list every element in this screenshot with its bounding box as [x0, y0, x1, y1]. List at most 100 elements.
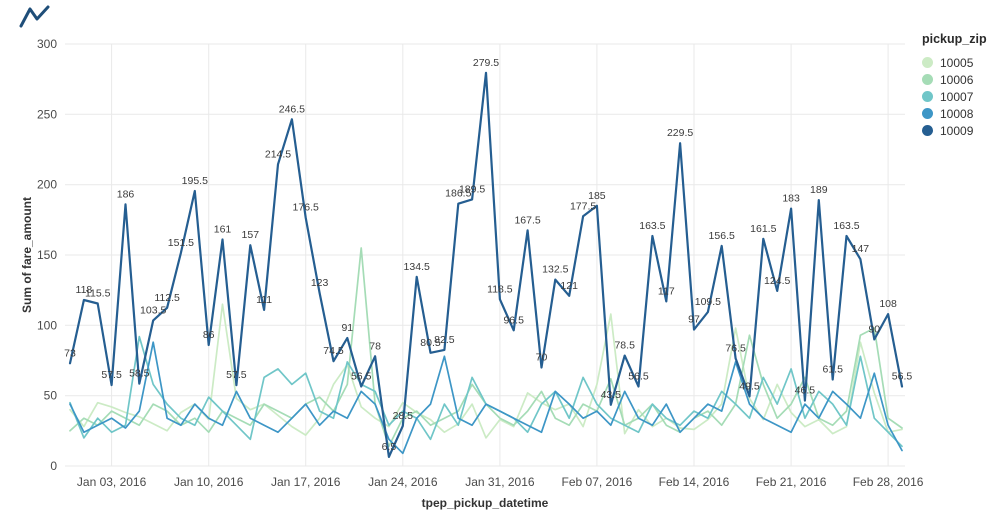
- x-tick-label: Feb 07, 2016: [562, 475, 633, 489]
- x-tick-label: Jan 31, 2016: [465, 475, 535, 489]
- legend-swatch-icon: [922, 108, 933, 119]
- point-label: 246.5: [279, 103, 305, 115]
- legend-label: 10005: [940, 55, 974, 70]
- point-label: 195.5: [182, 175, 208, 187]
- point-label: 132.5: [542, 264, 568, 276]
- point-label: 70: [536, 352, 548, 364]
- point-label: 82.5: [434, 334, 455, 346]
- point-label: 279.5: [473, 57, 499, 69]
- legend-item-10007[interactable]: 10007: [922, 88, 987, 105]
- point-label: 229.5: [667, 127, 693, 139]
- legend-item-10005[interactable]: 10005: [922, 54, 987, 71]
- series-line-10007[interactable]: [69, 335, 903, 448]
- x-tick-label: Feb 14, 2016: [659, 475, 730, 489]
- y-tick-label: 250: [37, 107, 57, 121]
- point-label: 56.5: [892, 371, 913, 383]
- legend-item-10009[interactable]: 10009: [922, 122, 987, 139]
- point-label: 118.5: [487, 283, 513, 295]
- point-label: 73: [64, 347, 76, 359]
- point-label: 189.5: [459, 183, 485, 195]
- point-label: 156.5: [709, 230, 735, 242]
- legend-swatch-icon: [922, 91, 933, 102]
- point-label: 109.5: [695, 296, 721, 308]
- point-label: 161: [214, 224, 232, 236]
- point-label: 76.5: [725, 342, 746, 354]
- point-label: 28.5: [393, 410, 414, 422]
- point-label: 57.5: [101, 369, 122, 381]
- y-tick-label: 0: [50, 459, 57, 473]
- x-tick-label: Jan 03, 2016: [77, 475, 147, 489]
- point-label: 163.5: [639, 220, 665, 232]
- point-label: 108: [879, 298, 897, 310]
- x-tick-label: Jan 17, 2016: [271, 475, 341, 489]
- y-tick-label: 200: [37, 178, 57, 192]
- point-label: 58.5: [129, 368, 150, 380]
- point-label: 134.5: [404, 261, 430, 273]
- point-label: 112.5: [154, 292, 180, 304]
- point-label: 186: [117, 188, 135, 200]
- point-label: 96.5: [503, 314, 524, 326]
- point-label: 167.5: [514, 214, 540, 226]
- y-tick-label: 100: [37, 318, 57, 332]
- point-label: 56.5: [351, 371, 372, 383]
- legend-swatch-icon: [922, 57, 933, 68]
- point-label: 185: [588, 190, 606, 202]
- series-line-10009[interactable]: [68, 71, 904, 458]
- point-label: 56.5: [628, 371, 649, 383]
- point-label: 74.5: [323, 345, 344, 357]
- point-label: 111: [256, 294, 272, 306]
- point-label: 186.5: [445, 188, 471, 200]
- point-label: 78: [369, 340, 381, 352]
- point-label: 115.5: [85, 288, 111, 300]
- legend-swatch-icon: [922, 74, 933, 85]
- point-label: 121: [560, 280, 578, 292]
- point-label: 78.5: [614, 340, 635, 352]
- point-label: 57.5: [226, 369, 247, 381]
- point-label: 6.5: [382, 441, 397, 453]
- point-label: 189: [810, 184, 828, 196]
- point-label: 151.5: [168, 237, 194, 249]
- legend-item-10008[interactable]: 10008: [922, 105, 987, 122]
- series-line-10005[interactable]: [69, 303, 903, 439]
- legend-label: 10006: [940, 72, 974, 87]
- point-label: 157: [242, 229, 260, 241]
- point-label: 49.5: [739, 380, 760, 392]
- point-label: 103.5: [140, 304, 166, 316]
- point-label: 147: [852, 243, 870, 255]
- series-line-10008[interactable]: [69, 341, 903, 455]
- legend-title: pickup_zip: [922, 32, 987, 46]
- point-label: 214.5: [265, 148, 291, 160]
- point-label: 163.5: [833, 220, 859, 232]
- point-label: 161.5: [750, 223, 776, 235]
- point-label: 124.5: [764, 275, 790, 287]
- legend-label: 10007: [940, 89, 974, 104]
- legend-items: 10005 10006 10007 10008 10009: [922, 54, 987, 139]
- y-tick-label: 150: [37, 248, 57, 262]
- x-tick-label: Feb 28, 2016: [853, 475, 924, 489]
- point-label: 46.5: [795, 385, 816, 397]
- legend-label: 10009: [940, 123, 974, 138]
- point-label: 90: [868, 323, 880, 335]
- x-tick-label: Jan 10, 2016: [174, 475, 244, 489]
- mini-line-glyph: [19, 5, 50, 28]
- point-label: 117: [658, 285, 675, 297]
- y-axis-title: Sum of fare_amount: [20, 196, 34, 314]
- point-label: 176.5: [293, 202, 319, 214]
- legend: pickup_zip 10005 10006 10007 10008 10009: [922, 32, 987, 139]
- x-tick-label: Jan 24, 2016: [368, 475, 438, 489]
- point-label: 86: [203, 329, 215, 341]
- legend-item-10006[interactable]: 10006: [922, 71, 987, 88]
- y-tick-label: 50: [44, 389, 58, 403]
- point-label: 91: [341, 322, 353, 334]
- point-label: 97: [688, 314, 700, 326]
- point-label: 80.5: [420, 337, 441, 349]
- y-tick-label: 300: [37, 37, 57, 51]
- x-tick-label: Feb 21, 2016: [756, 475, 827, 489]
- point-label: 183: [782, 193, 800, 205]
- point-label: 123: [311, 277, 329, 289]
- point-label: 177.5: [570, 200, 596, 212]
- point-label: 43.5: [601, 389, 622, 401]
- point-label: 61.5: [822, 364, 843, 376]
- legend-swatch-icon: [922, 125, 933, 136]
